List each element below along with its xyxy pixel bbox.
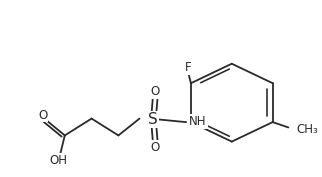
Text: O: O [150, 85, 159, 98]
Text: CH₃: CH₃ [296, 123, 318, 136]
Text: F: F [185, 61, 191, 74]
Text: O: O [38, 109, 47, 122]
Text: O: O [150, 141, 159, 154]
Text: OH: OH [50, 154, 68, 167]
Text: S: S [148, 112, 158, 127]
Text: NH: NH [189, 115, 207, 128]
